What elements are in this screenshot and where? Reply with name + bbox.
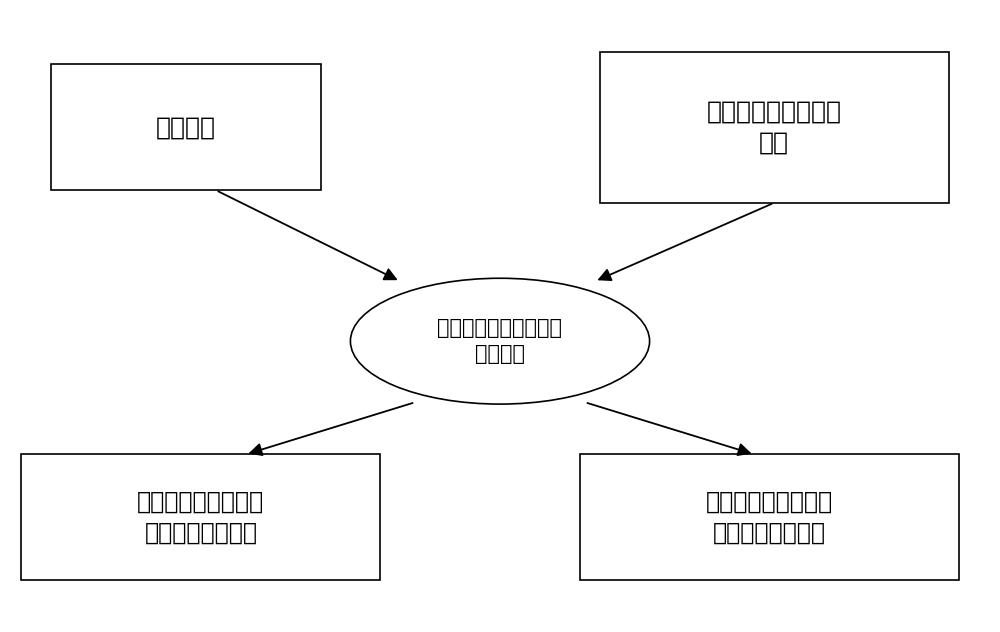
Text: 参考电容大于寄生互
电容：有触摸信号: 参考电容大于寄生互 电容：有触摸信号	[137, 490, 264, 545]
FancyBboxPatch shape	[580, 454, 959, 580]
FancyBboxPatch shape	[21, 454, 380, 580]
Text: 参考电容小于寄生互
电容：无触摸信号: 参考电容小于寄生互 电容：无触摸信号	[706, 490, 833, 545]
Text: 参考电容与待测寄生互
电容比较: 参考电容与待测寄生互 电容比较	[438, 318, 562, 365]
Text: 参考电容: 参考电容	[156, 115, 216, 139]
Text: 触摸按键待测寄生互
电容: 触摸按键待测寄生互 电容	[707, 99, 842, 155]
FancyBboxPatch shape	[600, 52, 949, 203]
FancyBboxPatch shape	[51, 64, 320, 190]
Ellipse shape	[350, 278, 650, 404]
